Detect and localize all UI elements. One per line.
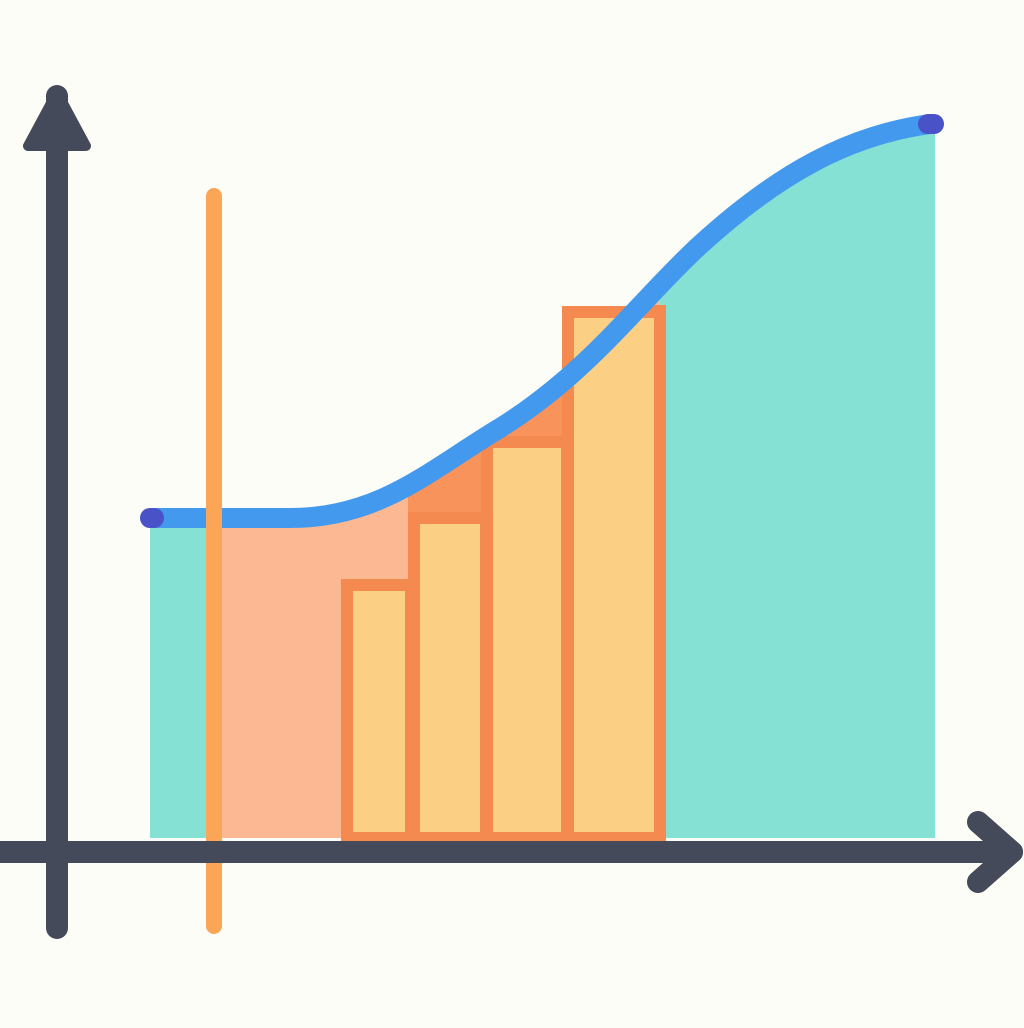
function-curve [142,114,940,528]
approximation-rectangle [408,512,492,844]
approximation-rectangle [562,306,666,844]
approximation-rectangle [481,436,573,844]
arrow-right-icon [967,811,1023,893]
approximation-rectangle [341,579,417,844]
arrow-up-icon [23,87,91,151]
